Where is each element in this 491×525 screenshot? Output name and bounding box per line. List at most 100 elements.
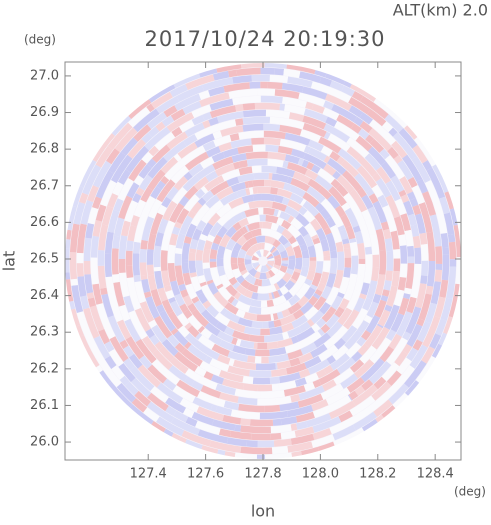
echo-arc: [245, 211, 258, 214]
echo-arc: [236, 107, 243, 108]
echo-arc: [354, 256, 355, 274]
echo-arc: [244, 315, 256, 318]
echo-arc: [266, 275, 269, 276]
y-tick-label: 26.8: [30, 142, 59, 157]
echo-arc: [291, 427, 297, 428]
echo-arc: [252, 324, 263, 325]
echo-arc: [179, 234, 182, 248]
x-axis-label: lon: [251, 502, 275, 521]
echo-arc: [80, 224, 84, 253]
echo-arc: [298, 236, 303, 244]
echo-arc: [216, 409, 231, 413]
echo-arc: [402, 375, 406, 380]
echo-arc: [182, 198, 187, 205]
echo-arc: [247, 228, 249, 229]
echo-arc: [236, 121, 243, 122]
echo-arc: [338, 159, 342, 162]
echo-arc: [239, 238, 245, 244]
echo-arc: [243, 127, 263, 129]
y-tick-label: 26.0: [30, 435, 59, 450]
echo-arc: [249, 309, 261, 311]
echo-arc: [101, 225, 105, 250]
echo-arc: [229, 362, 233, 363]
echo-arc: [300, 209, 305, 213]
echo-arc: [198, 291, 200, 294]
echo-arc: [268, 324, 274, 325]
echo-arc: [284, 186, 291, 188]
echo-arc: [135, 195, 139, 202]
y-tick-label: 26.2: [30, 361, 59, 376]
echo-arc: [378, 275, 382, 295]
echo-arc: [95, 198, 99, 209]
echo-arc: [183, 290, 186, 296]
echo-arc: [353, 126, 360, 131]
echo-arc: [109, 277, 112, 293]
echo-arc: [165, 239, 167, 250]
echo-arc: [441, 334, 446, 345]
echo-arc: [353, 94, 361, 99]
echo-arc: [220, 432, 231, 434]
echo-arc: [243, 282, 249, 287]
echo-arc: [264, 134, 285, 136]
echo-arc: [294, 312, 302, 317]
echo-arc: [204, 115, 211, 118]
echo-arc: [281, 434, 295, 436]
echo-arc: [247, 162, 267, 163]
echo-arc: [225, 454, 235, 456]
echo-arc: [268, 85, 282, 86]
echo-arc: [272, 176, 288, 179]
echo-arc: [283, 164, 288, 165]
echo-arc: [382, 251, 383, 275]
echo-arc: [411, 179, 415, 187]
echo-arc: [159, 183, 163, 188]
echo-arc: [384, 222, 386, 229]
echo-arc: [193, 273, 194, 277]
echo-arc: [283, 200, 289, 202]
echo-arc: [249, 286, 258, 289]
echo-arc: [274, 442, 291, 444]
echo-arc: [217, 324, 225, 329]
echo-arc: [192, 292, 195, 297]
echo-arc: [173, 281, 177, 295]
echo-arc: [220, 395, 238, 399]
echo-arc: [285, 294, 291, 298]
echo-arc: [163, 178, 167, 183]
echo-arc: [200, 200, 204, 204]
echo-arc: [235, 392, 260, 395]
echo-arc: [345, 239, 346, 244]
echo-arc: [262, 169, 277, 170]
echo-arc: [190, 212, 193, 217]
echo-arc: [404, 196, 407, 202]
echo-arc: [271, 190, 278, 191]
echo-arc: [234, 363, 256, 367]
echo-arc: [342, 230, 345, 239]
echo-arc: [235, 284, 238, 287]
echo-arc: [368, 247, 369, 254]
echo-arc: [274, 293, 279, 295]
echo-arc: [124, 221, 127, 235]
echo-arc: [122, 236, 124, 259]
echo-arc: [296, 247, 299, 258]
echo-arc: [206, 359, 211, 362]
echo-arc: [266, 218, 278, 220]
echo-arc: [271, 241, 274, 242]
echo-arc: [136, 242, 137, 253]
echo-arc: [414, 276, 418, 298]
echo-arc: [73, 224, 76, 252]
echo-arc: [172, 234, 175, 245]
echo-arc: [348, 227, 352, 239]
echo-arc: [277, 220, 282, 222]
echo-arc: [410, 193, 413, 199]
echo-arc: [295, 430, 313, 434]
echo-arc: [294, 272, 297, 279]
echo-arc: [318, 320, 324, 325]
y-tick-label: 26.7: [30, 178, 59, 193]
echo-arc: [187, 324, 190, 327]
echo-arc: [238, 400, 257, 402]
echo-arc: [231, 413, 259, 416]
echo-arc: [193, 240, 195, 249]
echo-arc: [224, 86, 250, 90]
echo-arc: [197, 191, 203, 196]
echo-arc: [169, 291, 172, 298]
echo-arc: [409, 298, 413, 313]
